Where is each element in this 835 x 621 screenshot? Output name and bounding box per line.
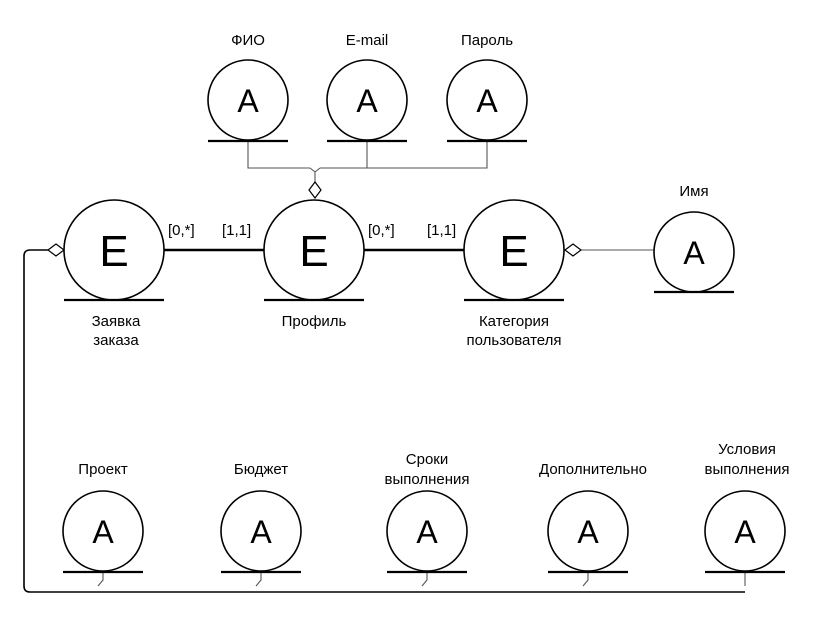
order-attribute-connectors <box>23 249 746 593</box>
deadlines-connector <box>421 572 428 587</box>
entity-profile-glyph: E <box>299 227 328 276</box>
attribute-additional-glyph: A <box>577 514 599 550</box>
attribute-deadlines-label-line2: выполнения <box>384 471 469 488</box>
attribute-additional-label: Дополнительно <box>539 461 647 478</box>
profile-attr-join-left <box>309 167 316 182</box>
attribute-deadlines-label-line1: Сроки <box>406 451 448 468</box>
additional-connector <box>582 572 589 587</box>
attribute-conditions-glyph: A <box>734 514 756 550</box>
entity-order-request-glyph: E <box>99 227 128 276</box>
attribute-fio[interactable]: ФИО A <box>207 32 289 143</box>
attribute-fio-label: ФИО <box>231 32 265 49</box>
project-connector <box>97 572 104 587</box>
fio-connector <box>247 140 310 169</box>
cardinality-profile-category-left: [0,*] <box>368 222 395 239</box>
category-aggregation-diamond <box>564 243 582 257</box>
attribute-conditions-label-line2: выполнения <box>704 461 789 478</box>
cardinality-profile-side: [1,1] <box>222 222 251 239</box>
attribute-project-label: Проект <box>78 461 128 478</box>
order-aggregation-diamond <box>47 243 65 257</box>
attribute-email[interactable]: E-mail A <box>326 32 408 143</box>
attribute-budget[interactable]: Бюджет A <box>220 461 302 574</box>
attribute-deadlines[interactable]: Сроки выполнения A <box>384 451 470 574</box>
attribute-name-label: Имя <box>679 183 708 200</box>
entity-order-request-label-line1: Заявка <box>92 313 141 330</box>
entity-user-category-label-line2: пользователя <box>467 332 562 349</box>
attribute-budget-glyph: A <box>250 514 272 550</box>
attribute-conditions[interactable]: Условия выполнения A <box>704 441 790 574</box>
attribute-conditions-label-line1: Условия <box>718 441 776 458</box>
attribute-deadlines-glyph: A <box>416 514 438 550</box>
budget-connector <box>255 572 262 587</box>
attribute-password-glyph: A <box>476 83 498 119</box>
profile-attribute-connectors <box>247 140 488 182</box>
attribute-name-glyph: A <box>683 235 705 271</box>
attribute-fio-glyph: A <box>237 83 259 119</box>
email-connector <box>320 140 368 169</box>
cardinality-profile-category-right: [1,1] <box>427 222 456 239</box>
profile-aggregation-diamond <box>308 181 322 199</box>
attribute-email-label: E-mail <box>346 32 389 49</box>
entity-order-request-label-line2: заказа <box>93 332 139 349</box>
attribute-budget-label: Бюджет <box>234 461 288 478</box>
entity-profile[interactable]: E Профиль <box>263 199 365 330</box>
order-attributes-bus <box>23 249 745 593</box>
cardinality-order-side: [0,*] <box>168 222 195 239</box>
password-connector <box>320 140 488 169</box>
entity-user-category-glyph: E <box>499 227 528 276</box>
profile-attr-join-right <box>314 167 321 173</box>
entity-user-category[interactable]: E Категория пользователя <box>463 199 565 349</box>
attribute-name[interactable]: Имя A <box>653 183 735 294</box>
entity-user-category-label-line1: Категория <box>479 313 549 330</box>
attribute-additional[interactable]: Дополнительно A <box>539 461 647 574</box>
entity-profile-label: Профиль <box>282 313 347 330</box>
attribute-password-label: Пароль <box>461 32 513 49</box>
attribute-password[interactable]: Пароль A <box>446 32 528 143</box>
attribute-project-glyph: A <box>92 514 114 550</box>
attribute-email-glyph: A <box>356 83 378 119</box>
entity-order-request[interactable]: E Заявка заказа <box>63 199 165 349</box>
attribute-project[interactable]: Проект A <box>62 461 144 574</box>
